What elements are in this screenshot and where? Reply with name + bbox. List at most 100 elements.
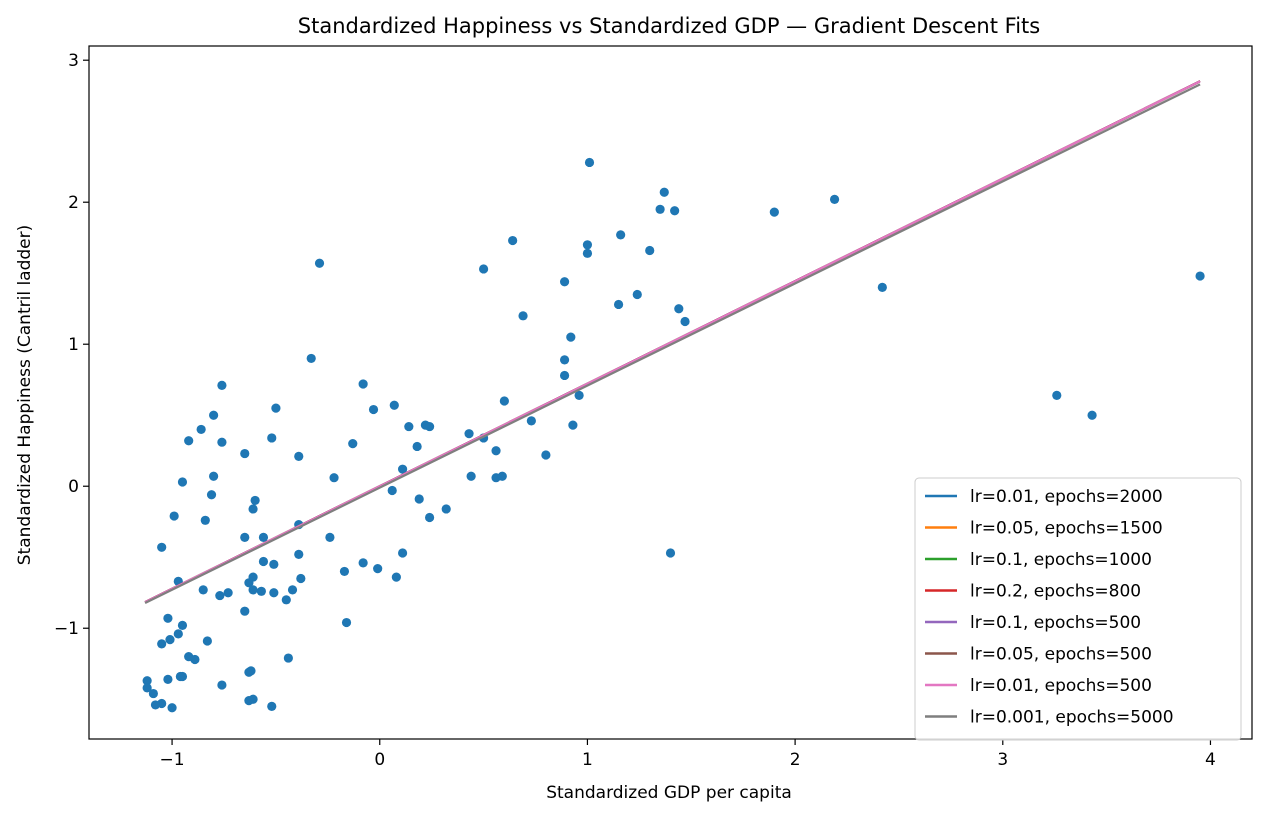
scatter-point <box>680 316 690 327</box>
scatter-point <box>1087 410 1097 420</box>
x-tick-label: 1 <box>582 750 593 770</box>
plot-area <box>88 45 1253 740</box>
scatter-point <box>148 688 158 699</box>
scatter-point <box>584 157 595 168</box>
scatter-point <box>348 439 358 449</box>
scatter-point <box>559 277 570 287</box>
scatter-point <box>358 379 368 389</box>
scatter-point <box>223 588 233 598</box>
plot-frame <box>88 45 1253 740</box>
scatter-point <box>258 532 269 542</box>
scatter-point <box>250 495 260 506</box>
scatter-point <box>339 566 350 577</box>
y-axis: −1 0 1 2 3 <box>54 51 89 639</box>
scatter-point <box>478 264 489 274</box>
scatter-point <box>198 585 208 595</box>
scatter-point <box>217 680 227 690</box>
scatter-point <box>373 563 383 574</box>
legend-entry: lr=0.05, epochs=1500 <box>970 519 1163 539</box>
y-tick-label: −1 <box>54 619 79 639</box>
scatter-point <box>670 206 680 216</box>
scatter-point <box>294 549 304 559</box>
scatter-point <box>269 588 279 598</box>
x-tick-label: 3 <box>997 750 1008 770</box>
x-tick-label: 4 <box>1205 750 1216 770</box>
scatter-point <box>269 559 279 569</box>
scatter-point <box>196 424 206 435</box>
scatter-point <box>157 639 167 649</box>
chart-title: Standardized Happiness vs Standardized G… <box>298 14 1040 38</box>
scatter-point <box>613 299 624 310</box>
scatter-point <box>142 676 152 686</box>
scatter-point <box>258 556 269 567</box>
scatter-point <box>499 396 509 406</box>
y-tick-label: 2 <box>68 193 79 213</box>
scatter-point <box>391 572 401 582</box>
scatter-point <box>184 436 194 446</box>
scatter-point <box>632 289 642 300</box>
scatter-point <box>582 248 593 258</box>
y-tick-label: 1 <box>68 335 79 355</box>
scatter-point <box>464 429 474 439</box>
scatter-point <box>190 654 200 665</box>
scatter-point <box>240 448 250 459</box>
scatter-point <box>424 512 435 523</box>
scatter-point <box>271 403 281 413</box>
scatter-point <box>163 613 173 623</box>
scatter-point <box>177 620 188 630</box>
scatter-point <box>541 450 551 460</box>
x-axis-label: Standardized GDP per capita <box>546 783 792 803</box>
scatter-point <box>163 674 173 684</box>
scatter-point <box>314 258 325 268</box>
scatter-point <box>877 282 887 293</box>
scatter-point <box>518 311 528 321</box>
scatter-point <box>397 548 408 558</box>
scatter-point <box>206 490 217 500</box>
scatter-point <box>256 586 266 596</box>
scatter-point <box>526 416 536 426</box>
scatter-point <box>248 585 258 595</box>
scatter-point <box>497 471 507 481</box>
y-tick-label: 0 <box>68 477 79 497</box>
scatter-point <box>491 446 501 456</box>
legend-entry: lr=0.1, epochs=1000 <box>970 550 1152 570</box>
scatter-point <box>283 653 293 663</box>
scatter-point <box>341 617 352 628</box>
y-axis-label: Standardized Happiness (Cantril ladder) <box>15 225 35 566</box>
scatter-point <box>200 515 210 525</box>
scatter-point <box>424 421 435 432</box>
scatter-point <box>217 380 227 390</box>
x-axis: −1 0 1 2 3 4 <box>160 739 1216 770</box>
fit-line <box>144 80 1201 604</box>
scatter-point <box>568 420 578 430</box>
scatter-point <box>281 595 291 605</box>
scatter-point <box>267 701 277 711</box>
scatter-point <box>244 667 254 677</box>
legend: lr=0.01, epochs=2000 lr=0.05, epochs=1500… <box>914 477 1242 741</box>
scatter-point <box>217 437 227 447</box>
scatter-point <box>287 585 298 595</box>
scatter-point <box>645 245 655 256</box>
scatter-point <box>202 636 212 646</box>
legend-entry: lr=0.05, epochs=500 <box>970 645 1152 665</box>
scatter-point <box>441 504 451 514</box>
scatter-point <box>665 548 676 558</box>
scatter-point <box>240 532 250 542</box>
scatter-point <box>559 355 570 365</box>
scatter-point <box>574 390 584 400</box>
scatter-point <box>325 532 335 542</box>
scatter-point <box>466 471 476 481</box>
scatter-point <box>412 441 422 452</box>
scatter-point <box>397 464 408 474</box>
scatter-point <box>329 473 339 483</box>
scatter-point <box>294 451 304 461</box>
scatter-point <box>177 671 188 682</box>
plot-content <box>142 80 1205 713</box>
scatter-point <box>404 421 414 432</box>
scatter-point <box>358 558 368 568</box>
scatter-point <box>296 573 306 584</box>
scatter-point <box>167 703 177 713</box>
scatter-point <box>566 332 576 342</box>
legend-entry: lr=0.01, epochs=500 <box>970 676 1152 696</box>
scatter-point <box>157 542 167 552</box>
